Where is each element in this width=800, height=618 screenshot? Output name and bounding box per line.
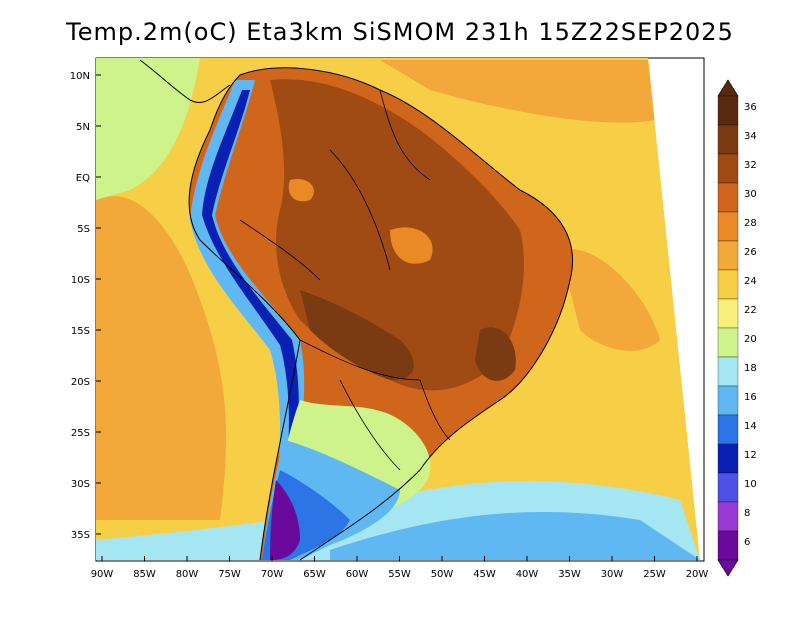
colorbar-label: 26 — [744, 247, 757, 258]
lon-label: 20W — [686, 569, 709, 580]
lon-axis: 90W 85W 80W 75W 70W 65W 60W 55W 50W 45W 40W 35W 30W 2… — [91, 556, 709, 580]
lat-label: 30S — [71, 479, 90, 490]
colorbar-label: 34 — [744, 131, 757, 142]
lon-label: 55W — [388, 569, 411, 580]
land-hottest — [475, 327, 516, 381]
colorbar-swatch — [717, 211, 739, 242]
lon-label: 30W — [601, 569, 624, 580]
south-ocean-cold — [330, 511, 700, 560]
colorbar-swatch — [717, 153, 739, 184]
lon-label: 50W — [431, 569, 454, 580]
lon-label: 75W — [218, 569, 241, 580]
colorbar-label: 36 — [744, 102, 757, 113]
lon-label: 70W — [261, 569, 284, 580]
lon-label: 85W — [133, 569, 156, 580]
colorbar: 36 34 32 30 28 26 24 22 20 18 16 14 12 10 8 6 — [717, 79, 757, 577]
lat-label: 20S — [71, 377, 90, 388]
lat-label: 25S — [71, 428, 90, 439]
south-coldest — [270, 480, 300, 560]
colorbar-swatch — [717, 95, 739, 126]
colorbar-swatch — [717, 443, 739, 474]
coastline — [188, 67, 574, 561]
ocean-warm-patch — [96, 196, 226, 520]
colorbar-swatch — [717, 124, 739, 155]
lat-label: 15S — [71, 326, 90, 337]
colorbar-bottom-arrow — [717, 559, 739, 577]
lat-label: 10N — [70, 71, 90, 82]
colorbar-label: 6 — [744, 537, 750, 548]
land-hottest — [300, 290, 414, 380]
colorbar-swatch — [717, 414, 739, 445]
lon-label: 25W — [643, 569, 666, 580]
lat-label: EQ — [76, 173, 90, 184]
ocean-cool-patch — [96, 58, 200, 200]
lon-label: 65W — [303, 569, 326, 580]
colorbar-top-arrow — [717, 79, 739, 97]
ocean-warm-patch — [380, 60, 655, 123]
colorbar-label: 22 — [744, 305, 757, 316]
colorbar-label: 20 — [744, 334, 757, 345]
colorbar-label: 18 — [744, 363, 757, 374]
colorbar-label: 14 — [744, 421, 757, 432]
colorbar-swatch — [717, 240, 739, 271]
lon-label: 90W — [91, 569, 114, 580]
country-borders — [239, 89, 451, 471]
lon-label: 80W — [176, 569, 199, 580]
lon-label: 60W — [346, 569, 369, 580]
colorbar-label: 24 — [744, 276, 757, 287]
colorbar-swatch — [717, 385, 739, 416]
lon-label: 35W — [558, 569, 581, 580]
lat-label: 5S — [77, 224, 90, 235]
ocean-warm-patch — [560, 248, 660, 351]
chart-title: Temp.2m(oC) Eta3km SiSMOM 231h 15Z22SEP2… — [66, 18, 734, 46]
colorbar-swatch — [717, 472, 739, 503]
colorbar-swatch — [717, 298, 739, 329]
colorbar-swatch — [717, 501, 739, 532]
colorbar-label: 12 — [744, 450, 757, 461]
lat-label: 35S — [71, 530, 90, 541]
lon-label: 40W — [516, 569, 539, 580]
colorbar-label: 8 — [744, 508, 750, 519]
colorbar-label: 28 — [744, 218, 757, 229]
coastline-central-america — [139, 59, 231, 103]
lat-axis: 10N 5N EQ 5S 10S 15S 20S 25S 30S 35S — [70, 71, 101, 541]
colorbar-label: 16 — [744, 392, 757, 403]
colorbar-swatch — [717, 269, 739, 300]
colorbar-swatch — [717, 182, 739, 213]
lat-label: 5N — [76, 122, 90, 133]
colorbar-label: 10 — [744, 479, 757, 490]
colorbar-swatch — [717, 327, 739, 358]
land-warm-patch — [288, 179, 314, 202]
land-warm-patch — [390, 227, 433, 264]
temperature-field — [96, 58, 700, 560]
colorbar-swatch — [717, 356, 739, 387]
colorbar-swatch — [717, 530, 739, 561]
lon-label: 45W — [473, 569, 496, 580]
colorbar-label: 30 — [744, 189, 757, 200]
colorbar-label: 32 — [744, 160, 757, 171]
lat-label: 10S — [71, 275, 90, 286]
